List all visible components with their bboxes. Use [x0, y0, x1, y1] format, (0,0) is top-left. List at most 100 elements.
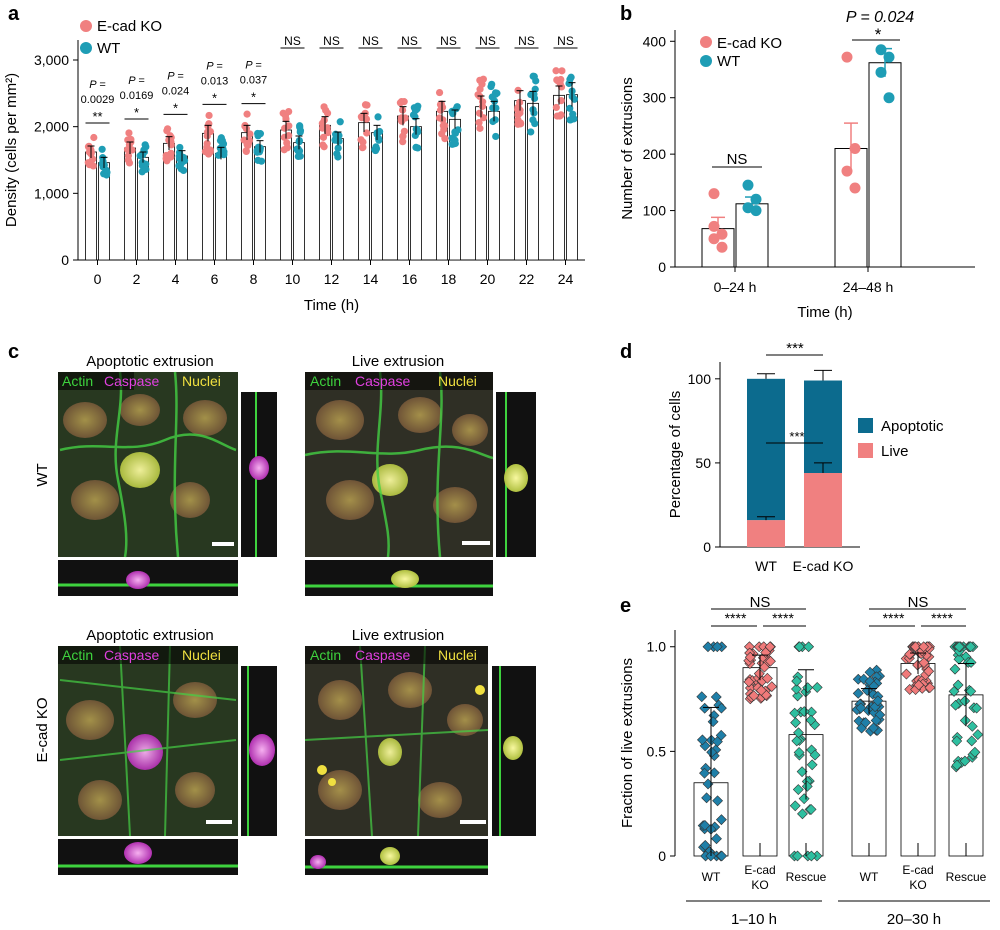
data-point: [755, 685, 767, 696]
data-point: [175, 162, 183, 170]
micro-title-1: Apoptotic extrusion: [86, 353, 214, 370]
data-point: [711, 833, 722, 845]
data-point: [206, 146, 214, 154]
data-point: [246, 130, 254, 138]
data-point: [841, 51, 853, 63]
legend-marker-wt: [80, 42, 92, 54]
data-point: [761, 672, 773, 684]
panel-letter-d: d: [620, 341, 632, 363]
data-point: [566, 116, 574, 124]
x-tick-label: 22: [519, 271, 535, 287]
data-point: [557, 83, 566, 91]
data-point: [552, 103, 560, 112]
data-point: [531, 119, 539, 128]
bar: [868, 62, 902, 268]
data-point: [361, 101, 370, 109]
x-tick-label: 2: [133, 271, 141, 287]
channel-label-caspase-1: Caspase: [104, 373, 159, 389]
chart-a: 0 1,000 2,000 3,000 Density (cells per mm²) T…: [3, 18, 585, 314]
data-point: [797, 808, 808, 820]
data-point: [796, 766, 808, 778]
data-point: [951, 759, 963, 771]
data-point: [257, 157, 266, 165]
micrograph-ko-live-side-yz: [492, 666, 536, 836]
data-point: [702, 641, 714, 653]
x-tick-label: 6: [211, 271, 219, 287]
data-point: [855, 702, 867, 714]
y-tick-label: 1,000: [34, 185, 69, 201]
y-tick-label: 0: [61, 252, 69, 268]
data-point: [742, 179, 754, 191]
data-point: [489, 104, 497, 112]
data-point: [124, 152, 133, 160]
data-point: [318, 119, 326, 128]
x-tick-label: E-cad: [902, 863, 933, 877]
y-tick-label: 300: [643, 90, 667, 106]
y-tick-label: 1.0: [647, 639, 667, 655]
data-point: [965, 685, 977, 697]
data-point: [953, 653, 965, 665]
data-point: [294, 145, 302, 153]
channel-label-nuclei-1: Nuclei: [182, 373, 221, 389]
x-tick-label: 0–24 h: [714, 279, 757, 295]
data-point: [972, 729, 984, 741]
data-point: [952, 679, 964, 691]
x-tick-label: 16: [402, 271, 418, 287]
sig-stars-2: ****: [931, 610, 953, 626]
sig-ns: NS: [479, 34, 496, 48]
bar-live: [804, 473, 842, 547]
data-point: [971, 702, 983, 714]
data-point: [858, 673, 870, 685]
bar-live: [747, 520, 785, 547]
data-point: [710, 691, 722, 703]
data-point: [811, 682, 823, 693]
data-point: [245, 136, 254, 145]
data-point: [798, 706, 810, 718]
micrograph-ko-apoptotic: [58, 645, 238, 837]
data-point: [399, 138, 407, 146]
data-point: [162, 155, 170, 163]
data-point: [802, 682, 814, 694]
data-point: [966, 735, 978, 747]
data-point: [701, 792, 713, 804]
data-point: [953, 641, 965, 653]
data-point: [319, 133, 328, 141]
data-point: [809, 749, 821, 761]
data-point: [901, 668, 912, 680]
data-point: [696, 691, 708, 703]
micrograph-ko-apoptotic-side-xz: [58, 839, 238, 875]
data-point: [567, 73, 575, 81]
data-point: [399, 132, 407, 140]
data-point: [414, 128, 422, 136]
data-point: [565, 79, 573, 88]
data-point: [918, 657, 930, 669]
data-point: [142, 165, 150, 173]
bar: [900, 663, 936, 857]
panel-letter-c: c: [8, 341, 19, 363]
legend-marker-ko: [80, 20, 92, 32]
micro-title-3: Apoptotic extrusion: [86, 627, 214, 644]
data-point: [570, 95, 579, 103]
x-tick-label: 10: [285, 271, 301, 287]
y-tick-label: 0.5: [647, 743, 667, 759]
channel-label-actin-3: Actin: [62, 647, 93, 663]
data-point: [966, 720, 978, 732]
row-label-ecad-ko: E-cad KO: [34, 697, 51, 762]
chart-b: 0 100 200 300 400 Number of extrusions Time (h…: [619, 9, 975, 321]
data-point: [801, 780, 813, 792]
data-point: [358, 144, 367, 152]
data-point: [959, 695, 971, 707]
data-point: [441, 135, 449, 143]
data-point: [476, 85, 484, 93]
data-point: [872, 695, 884, 707]
data-point: [552, 67, 560, 75]
data-point: [743, 676, 755, 688]
data-point: [98, 145, 106, 153]
data-point: [320, 143, 328, 151]
sig-ns: NS: [727, 151, 748, 168]
x-tick-label: KO: [751, 878, 768, 892]
sig-stars-top: ***: [786, 340, 804, 357]
micrograph-wt-live-side-xz: [305, 560, 493, 596]
data-point: [913, 679, 925, 691]
